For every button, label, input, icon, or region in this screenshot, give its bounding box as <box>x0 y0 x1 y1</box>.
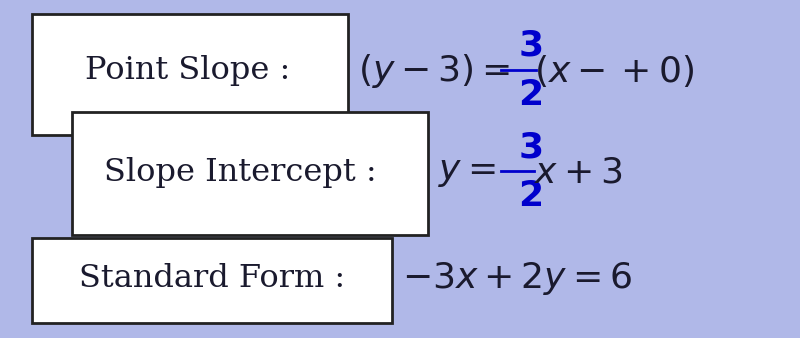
Text: $-3x+2y=6$: $-3x+2y=6$ <box>402 260 633 297</box>
Text: Standard Form :: Standard Form : <box>79 263 345 294</box>
Text: $\mathbf{2}$: $\mathbf{2}$ <box>518 78 542 112</box>
Text: $\mathbf{3}$: $\mathbf{3}$ <box>518 29 542 63</box>
Text: $(y-3)=$: $(y-3)=$ <box>358 52 510 90</box>
Text: Point Slope :: Point Slope : <box>86 55 290 87</box>
Text: $\mathbf{3}$: $\mathbf{3}$ <box>518 130 542 164</box>
FancyBboxPatch shape <box>32 238 392 323</box>
Text: $y=$: $y=$ <box>438 155 495 189</box>
Text: $x+3$: $x+3$ <box>534 155 623 189</box>
FancyBboxPatch shape <box>32 14 348 135</box>
Text: $(x-+0)$: $(x-+0)$ <box>534 53 694 89</box>
Text: Slope Intercept :: Slope Intercept : <box>104 157 376 188</box>
FancyBboxPatch shape <box>72 112 428 235</box>
Text: $\mathbf{2}$: $\mathbf{2}$ <box>518 179 542 213</box>
